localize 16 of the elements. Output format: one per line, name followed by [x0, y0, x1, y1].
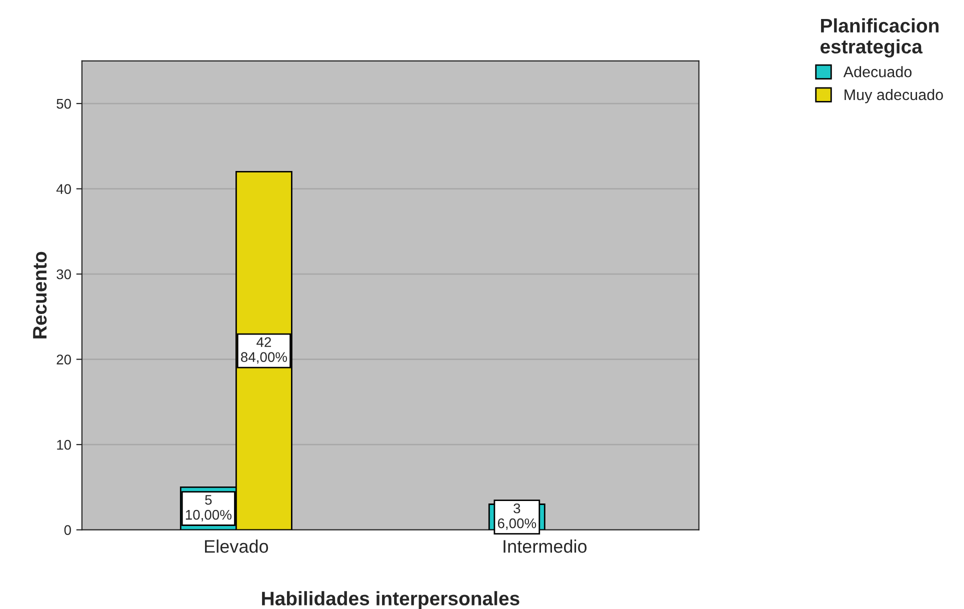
x-tick-label: Elevado	[205, 540, 268, 553]
x-tick-label: Intermedio	[504, 540, 587, 553]
y-tick-label: 50	[56, 98, 71, 109]
legend-label: Adecuado	[843, 66, 912, 78]
y-axis-title: Recuento	[33, 252, 47, 338]
legend-title: Planificacion estrategica	[820, 18, 938, 58]
data-label: 3 6,00%	[498, 503, 536, 530]
y-tick-label: 0	[64, 525, 71, 535]
y-tick-label: 30	[56, 269, 71, 280]
y-tick-label: 10	[57, 440, 71, 450]
y-tick-label: 20	[56, 354, 71, 364]
data-label: 5 10,00%	[186, 495, 232, 522]
legend-label: Muy adecuado	[844, 88, 943, 104]
y-tick-label: 40	[56, 184, 71, 194]
x-axis-title: Habilidades interpersonales	[262, 591, 520, 609]
data-label: 42 84,00%	[240, 337, 288, 364]
